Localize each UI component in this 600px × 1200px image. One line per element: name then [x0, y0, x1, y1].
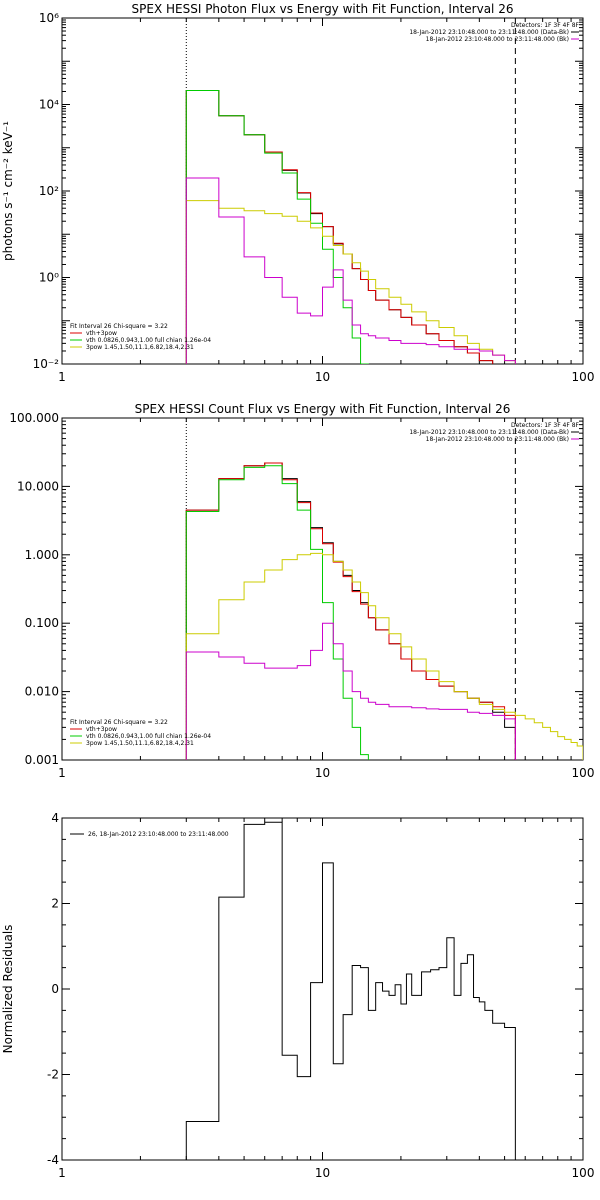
- x-tick-label: 100: [572, 1166, 595, 1180]
- x-tick-label: 1: [58, 1166, 66, 1180]
- chart-panel-2: SPEX HESSI Count Flux vs Energy with Fit…: [9, 402, 594, 780]
- y-tick-label: 0.010: [25, 685, 59, 699]
- legend-bottom-header: Fit Interval 26 Chi-square = 3.22: [70, 719, 168, 726]
- series-line-5: [185, 622, 516, 760]
- legend-bottom-header: Fit Interval 26 Chi-square = 3.22: [70, 323, 168, 330]
- x-tick-label: 100: [572, 766, 595, 780]
- legend-bottom-entry: 3pow 1.45,1.50,11.1,6.82,18.4,2.31: [86, 740, 194, 747]
- legend-top-entry: Detectors: 1F 3F 4F 8F: [511, 422, 580, 429]
- x-tick-label: 10: [315, 766, 330, 780]
- y-tick-label: 4: [51, 811, 59, 825]
- x-tick-label: 1: [58, 370, 66, 384]
- legend-top-entry: 18-Jan-2012 23:10:48.000 to 23:11:48.000…: [409, 429, 569, 436]
- legend-entry: 26, 18-Jan-2012 23:10:48.000 to 23:11:48…: [88, 831, 229, 838]
- x-tick-label: 100: [572, 370, 595, 384]
- y-tick-label: 10.000: [17, 479, 59, 493]
- chart-title: SPEX HESSI Count Flux vs Energy with Fit…: [135, 402, 511, 416]
- y-tick-label: 10⁰: [39, 271, 59, 285]
- legend-bottom-entry: vth+3pow: [86, 726, 117, 733]
- y-tick-label: -4: [47, 1153, 59, 1167]
- legend-top-entry: Detectors: 1F 3F 4F 8F: [511, 22, 580, 29]
- y-tick-label: -2: [47, 1068, 59, 1082]
- x-tick-label: 10: [315, 1166, 330, 1180]
- series-line-2: [185, 462, 516, 760]
- y-tick-label: 0: [51, 982, 59, 996]
- y-tick-label: 100.000: [9, 411, 59, 425]
- y-tick-label: 10²: [39, 184, 59, 198]
- legend-bottom-entry: 3pow 1.45,1.50,11.1,6.82,18.4,2.31: [86, 344, 194, 351]
- series-line-1: [185, 821, 516, 1160]
- legend-top-entry: 18-Jan-2012 23:10:48.000 to 23:11:48.000…: [426, 436, 569, 443]
- legend-top-entry: 18-Jan-2012 23:10:48.000 to 23:11:48.000…: [409, 29, 569, 36]
- chart-title: SPEX HESSI Photon Flux vs Energy with Fi…: [132, 2, 514, 16]
- y-tick-label: 10⁻²: [33, 357, 60, 371]
- series-line-5: [185, 177, 516, 364]
- series-group: [185, 462, 583, 760]
- x-tick-label: 10: [315, 370, 330, 384]
- y-tick-label: 10⁴: [39, 98, 59, 112]
- y-axis-label: photons s⁻¹ cm⁻² keV⁻¹: [1, 121, 15, 261]
- series-line-4: [185, 200, 516, 364]
- legend-bottom-entry: vth+3pow: [86, 330, 117, 337]
- chart-panel-1: SPEX HESSI Photon Flux vs Energy with Fi…: [1, 2, 594, 384]
- series-group: [185, 90, 516, 364]
- series-line-4: [185, 552, 583, 760]
- series-line-3: [185, 465, 369, 760]
- y-axis-label: Normalized Residuals: [1, 925, 15, 1054]
- series-group: [185, 821, 516, 1160]
- series-line-1: [185, 90, 494, 364]
- legend-bottom-entry: vth 0.0826,0.943,1.00 full chian 1.26e-0…: [86, 733, 211, 740]
- chart-panel-3: 1 10 100 -4 -2 0 2 4 Normalized Residuals 26, 18-…: [1, 811, 594, 1180]
- series-line-1: [185, 462, 516, 760]
- x-tick-label: 1: [58, 766, 66, 780]
- series-line-3: [185, 90, 369, 364]
- legend-bottom-entry: vth 0.0826,0.943,1.00 full chian 1.26e-0…: [86, 337, 211, 344]
- y-tick-label: 0.100: [25, 616, 59, 630]
- y-tick-label: 10⁶: [39, 11, 59, 25]
- y-tick-label: 0.001: [25, 753, 59, 767]
- y-tick-label: 2: [51, 897, 59, 911]
- series-line-2: [185, 90, 494, 364]
- legend-top-entry: 18-Jan-2012 23:10:48.000 to 23:11:48.000…: [426, 36, 569, 43]
- y-tick-label: 1.000: [25, 548, 59, 562]
